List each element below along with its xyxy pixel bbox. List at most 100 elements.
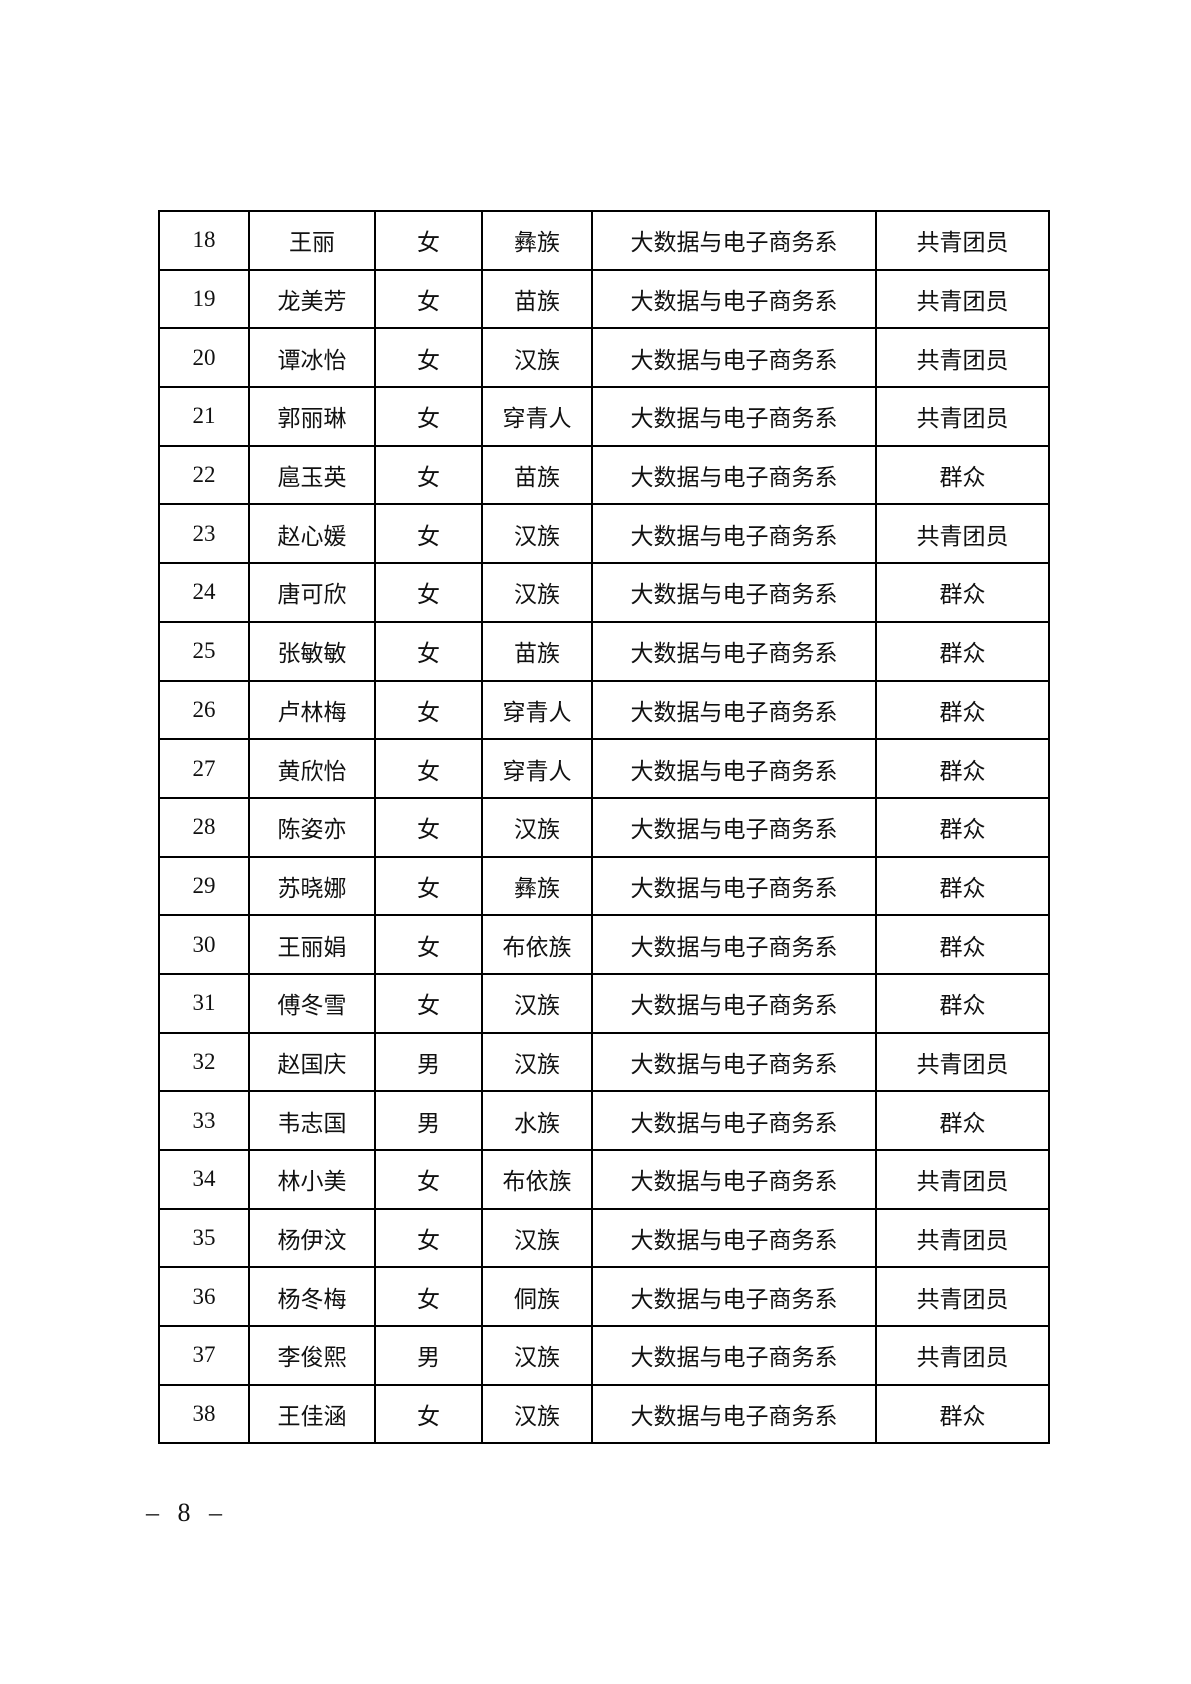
cell-political-status: 群众 bbox=[875, 620, 1050, 682]
cell-gender: 女 bbox=[374, 1383, 483, 1445]
cell-gender: 女 bbox=[374, 796, 483, 858]
cell-department: 大数据与电子商务系 bbox=[591, 1325, 877, 1386]
cell-ethnicity: 苗族 bbox=[481, 620, 593, 682]
table-row: 37 李俊熙 男 汉族 大数据与电子商务系 共青团员 bbox=[158, 1325, 1050, 1386]
cell-ethnicity: 穿青人 bbox=[481, 738, 593, 799]
cell-political-status: 共青团员 bbox=[875, 1266, 1050, 1328]
cell-name: 龙美芳 bbox=[248, 268, 376, 330]
cell-name: 傅冬雪 bbox=[248, 972, 376, 1034]
cell-department: 大数据与电子商务系 bbox=[591, 268, 877, 330]
cell-political-status: 共青团员 bbox=[875, 327, 1050, 389]
cell-number: 18 bbox=[158, 210, 250, 271]
cell-number: 20 bbox=[158, 327, 250, 389]
cell-ethnicity: 水族 bbox=[481, 1090, 593, 1151]
cell-department: 大数据与电子商务系 bbox=[591, 386, 877, 447]
cell-gender: 男 bbox=[374, 1325, 483, 1386]
table-row: 28 陈姿亦 女 汉族 大数据与电子商务系 群众 bbox=[158, 796, 1050, 858]
cell-name: 卢林梅 bbox=[248, 679, 376, 741]
cell-department: 大数据与电子商务系 bbox=[591, 1031, 877, 1093]
cell-political-status: 共青团员 bbox=[875, 386, 1050, 447]
cell-number: 25 bbox=[158, 620, 250, 682]
cell-gender: 女 bbox=[374, 386, 483, 447]
cell-number: 29 bbox=[158, 855, 250, 917]
cell-political-status: 共青团员 bbox=[875, 1031, 1050, 1093]
cell-department: 大数据与电子商务系 bbox=[591, 855, 877, 917]
cell-political-status: 群众 bbox=[875, 855, 1050, 917]
cell-gender: 女 bbox=[374, 679, 483, 741]
table-row: 29 苏晓娜 女 彝族 大数据与电子商务系 群众 bbox=[158, 855, 1050, 917]
table-row: 33 韦志国 男 水族 大数据与电子商务系 群众 bbox=[158, 1090, 1050, 1151]
cell-name: 扈玉英 bbox=[248, 444, 376, 506]
cell-department: 大数据与电子商务系 bbox=[591, 1266, 877, 1328]
student-roster-table-body: 18 王丽 女 彝族 大数据与电子商务系 共青团员 19 龙美芳 女 苗族 大数… bbox=[158, 210, 1050, 1445]
table-row: 25 张敏敏 女 苗族 大数据与电子商务系 群众 bbox=[158, 620, 1050, 682]
cell-gender: 女 bbox=[374, 620, 483, 682]
cell-number: 34 bbox=[158, 1149, 250, 1210]
cell-gender: 女 bbox=[374, 1207, 483, 1269]
cell-ethnicity: 汉族 bbox=[481, 972, 593, 1034]
cell-political-status: 共青团员 bbox=[875, 210, 1050, 271]
table-row: 27 黄欣怡 女 穿青人 大数据与电子商务系 群众 bbox=[158, 738, 1050, 799]
cell-department: 大数据与电子商务系 bbox=[591, 503, 877, 565]
table-row: 23 赵心媛 女 汉族 大数据与电子商务系 共青团员 bbox=[158, 503, 1050, 565]
cell-gender: 女 bbox=[374, 1149, 483, 1210]
cell-number: 31 bbox=[158, 972, 250, 1034]
cell-name: 赵心媛 bbox=[248, 503, 376, 565]
cell-ethnicity: 苗族 bbox=[481, 444, 593, 506]
cell-number: 27 bbox=[158, 738, 250, 799]
cell-number: 36 bbox=[158, 1266, 250, 1328]
cell-number: 35 bbox=[158, 1207, 250, 1269]
cell-gender: 女 bbox=[374, 503, 483, 565]
cell-political-status: 群众 bbox=[875, 679, 1050, 741]
cell-political-status: 共青团员 bbox=[875, 1207, 1050, 1269]
cell-department: 大数据与电子商务系 bbox=[591, 562, 877, 623]
table-row: 34 林小美 女 布依族 大数据与电子商务系 共青团员 bbox=[158, 1149, 1050, 1210]
cell-number: 30 bbox=[158, 914, 250, 975]
cell-number: 38 bbox=[158, 1383, 250, 1445]
cell-name: 王佳涵 bbox=[248, 1383, 376, 1445]
cell-ethnicity: 汉族 bbox=[481, 327, 593, 389]
cell-ethnicity: 汉族 bbox=[481, 1031, 593, 1093]
cell-gender: 女 bbox=[374, 268, 483, 330]
cell-department: 大数据与电子商务系 bbox=[591, 796, 877, 858]
cell-department: 大数据与电子商务系 bbox=[591, 679, 877, 741]
cell-political-status: 共青团员 bbox=[875, 1325, 1050, 1386]
cell-number: 21 bbox=[158, 386, 250, 447]
cell-name: 苏晓娜 bbox=[248, 855, 376, 917]
cell-gender: 女 bbox=[374, 562, 483, 623]
cell-department: 大数据与电子商务系 bbox=[591, 1090, 877, 1151]
cell-political-status: 群众 bbox=[875, 914, 1050, 975]
cell-political-status: 群众 bbox=[875, 1090, 1050, 1151]
cell-name: 陈姿亦 bbox=[248, 796, 376, 858]
cell-ethnicity: 侗族 bbox=[481, 1266, 593, 1328]
cell-gender: 女 bbox=[374, 738, 483, 799]
cell-political-status: 共青团员 bbox=[875, 268, 1050, 330]
cell-political-status: 共青团员 bbox=[875, 503, 1050, 565]
cell-name: 谭冰怡 bbox=[248, 327, 376, 389]
table-row: 24 唐可欣 女 汉族 大数据与电子商务系 群众 bbox=[158, 562, 1050, 623]
cell-name: 杨伊汶 bbox=[248, 1207, 376, 1269]
table-row: 18 王丽 女 彝族 大数据与电子商务系 共青团员 bbox=[158, 210, 1050, 271]
table-row: 21 郭丽琳 女 穿青人 大数据与电子商务系 共青团员 bbox=[158, 386, 1050, 447]
cell-department: 大数据与电子商务系 bbox=[591, 914, 877, 975]
cell-name: 林小美 bbox=[248, 1149, 376, 1210]
table-row: 22 扈玉英 女 苗族 大数据与电子商务系 群众 bbox=[158, 444, 1050, 506]
cell-political-status: 群众 bbox=[875, 562, 1050, 623]
table-row: 31 傅冬雪 女 汉族 大数据与电子商务系 群众 bbox=[158, 972, 1050, 1034]
cell-gender: 男 bbox=[374, 1031, 483, 1093]
cell-number: 26 bbox=[158, 679, 250, 741]
cell-name: 唐可欣 bbox=[248, 562, 376, 623]
cell-department: 大数据与电子商务系 bbox=[591, 1207, 877, 1269]
cell-name: 赵国庆 bbox=[248, 1031, 376, 1093]
cell-department: 大数据与电子商务系 bbox=[591, 327, 877, 389]
footer-page-number: – 8 – bbox=[146, 1498, 228, 1527]
cell-political-status: 共青团员 bbox=[875, 1149, 1050, 1210]
cell-name: 郭丽琳 bbox=[248, 386, 376, 447]
cell-gender: 女 bbox=[374, 210, 483, 271]
cell-department: 大数据与电子商务系 bbox=[591, 620, 877, 682]
cell-political-status: 群众 bbox=[875, 738, 1050, 799]
cell-department: 大数据与电子商务系 bbox=[591, 444, 877, 506]
cell-ethnicity: 穿青人 bbox=[481, 386, 593, 447]
cell-gender: 女 bbox=[374, 444, 483, 506]
